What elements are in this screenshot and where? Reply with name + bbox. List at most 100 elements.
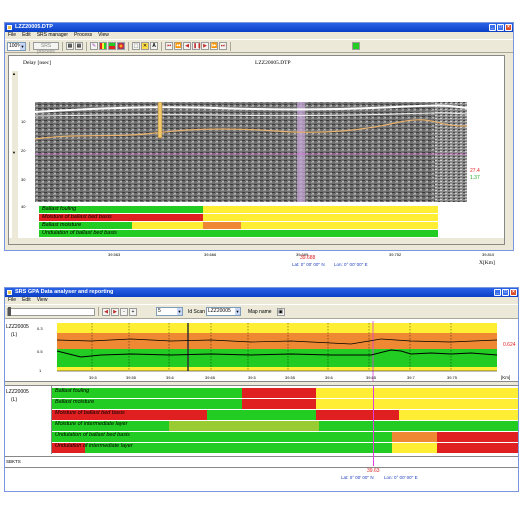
minimize-button[interactable]: _ [489,24,496,31]
menu-view[interactable]: View [36,297,48,303]
pen-icon[interactable]: ✎ [90,42,98,50]
x-tick: 39.5 [248,375,256,380]
condition-segment[interactable] [436,432,518,442]
bottom-titlebar[interactable]: SRS GPA Data analyser and reporting _ □ … [5,288,518,297]
x-tick: 39.5 [89,375,97,380]
condition-segment[interactable] [315,410,400,420]
top-window-title: LZZ20005.DTP [15,24,53,30]
palette-icon[interactable] [108,42,116,50]
bottom-cursor-x: 39.63 [367,468,380,474]
slider-thumb[interactable] [8,306,11,316]
menu-file[interactable]: File [8,32,17,38]
condition-segment[interactable] [319,421,518,431]
scroll-down-icon[interactable]: ▼ [12,150,16,155]
color-chart-icon[interactable] [99,42,107,50]
condition-segment[interactable] [241,399,316,409]
scroll-up-icon[interactable]: ▲ [12,71,16,76]
condition-segment[interactable] [203,222,241,229]
condition-segment[interactable] [436,443,518,453]
condition-segment[interactable] [52,410,208,420]
condition-segment[interactable] [203,214,438,221]
bars-label-panel: LZZ20005 (L) [5,386,52,454]
condition-segment[interactable] [392,432,437,442]
menu-edit[interactable]: Edit [22,32,31,38]
thickness-chart[interactable] [51,321,517,381]
zoom-in-button[interactable]: + [129,307,137,316]
condition-segment[interactable] [39,222,132,229]
condition-segment[interactable] [207,410,316,420]
maximize-button[interactable]: □ [497,24,504,31]
grid-icon[interactable]: ▦ [75,42,83,50]
prev-icon[interactable]: ◀ [102,307,110,316]
maximize-button[interactable]: □ [502,289,509,296]
next-icon[interactable]: ▶ [111,307,119,316]
menu-process[interactable]: Process [74,32,93,38]
condition-segment[interactable] [52,388,242,398]
x-tick: 39.563 [108,252,121,257]
horizontal-scrollbar[interactable] [9,238,504,244]
first-icon[interactable]: ⏮ [165,42,173,50]
cross-icon[interactable]: ✕ [141,42,149,50]
condition-segment[interactable] [39,206,204,213]
top-toolbar: 100% ▼ SRS process ▦ ▦ ✎ ⬚ ✕ A ⏮ ⏪ ◀ ❚❚ ▶… [5,39,513,55]
radargram-image[interactable] [35,102,467,202]
condition-segment[interactable] [399,410,518,420]
bottom-strip: SBKTS [5,456,518,468]
condition-segment[interactable] [168,421,320,431]
zoom-out-label: - [123,308,125,315]
map-icon[interactable] [352,42,360,50]
fast-forward-icon[interactable]: ⏩ [210,42,218,50]
cursor-x-label: 39.688 [300,255,316,261]
toolbar-separator [86,41,87,51]
id-scan-label: Id Scan [188,308,205,315]
track-label: LZZ20005 [6,324,29,330]
x-tick: 39.699 [296,252,309,257]
condition-segment[interactable] [315,388,518,398]
id-scan-select[interactable]: LZZ20005 ▼ [205,307,241,316]
back-icon[interactable]: ◀ [183,42,191,50]
zoom-select[interactable]: 100% ▼ [7,41,26,51]
menu-file[interactable]: File [8,297,17,303]
condition-segment[interactable] [203,206,438,213]
menu-srs-manager[interactable]: SRS manager [36,32,69,38]
condition-label: Ballast fouling [42,206,77,212]
text-icon[interactable]: A [150,42,158,50]
close-button[interactable]: × [505,24,512,31]
zoom-in-label: + [131,308,135,315]
app-icon [7,25,12,30]
condition-segment[interactable] [52,399,242,409]
condition-segment[interactable] [39,230,438,237]
condition-segment[interactable] [52,421,169,431]
color-wheel-icon[interactable] [117,42,125,50]
top-titlebar[interactable]: LZZ20005.DTP _ □ × [5,23,513,32]
menu-edit[interactable]: Edit [22,297,31,303]
condition-segment[interactable] [315,399,518,409]
condition-segment[interactable] [52,443,85,453]
x-tick: 39.6 [325,375,333,380]
toolbar-separator [98,307,99,316]
save-icon[interactable]: ▣ [276,307,285,316]
rewind-icon[interactable]: ⏪ [174,42,182,50]
condition-segment[interactable] [240,222,438,229]
menu-view[interactable]: View [98,32,109,38]
condition-segment[interactable] [131,222,204,229]
condition-segment[interactable] [241,388,316,398]
last-icon[interactable]: ⏭ [219,42,227,50]
select-icon[interactable]: ⬚ [132,42,140,50]
close-button[interactable]: × [510,289,517,296]
play-icon[interactable]: ▶ [201,42,209,50]
zoom-out-button[interactable]: - [120,307,128,316]
condition-segment[interactable] [52,432,393,442]
y-tick: 1 [39,368,42,373]
pause-icon[interactable]: ❚❚ [192,42,202,50]
position-slider[interactable] [7,306,95,316]
condition-segment[interactable] [39,214,204,221]
zoom-level-select[interactable]: 5 ▼ [156,307,183,316]
condition-label: Moisture of intermediate layer [55,421,128,427]
minimize-button[interactable]: _ [494,289,501,296]
condition-segment[interactable] [392,443,437,453]
vertical-scrollbar[interactable] [12,71,18,243]
grid-icon[interactable]: ▦ [66,42,74,50]
condition-segment[interactable] [84,443,393,453]
srs-process-button[interactable]: SRS process [33,42,59,55]
